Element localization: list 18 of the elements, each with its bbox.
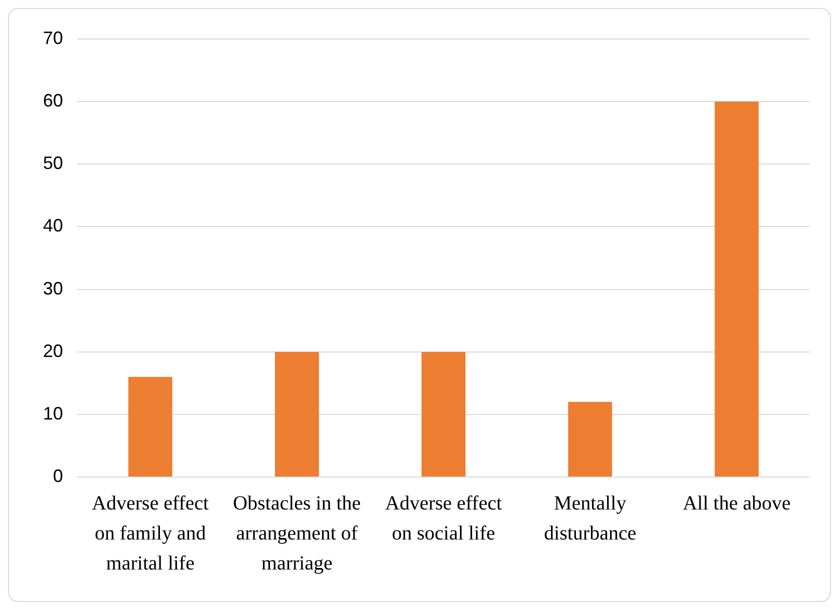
y-tick-label: 60 [42, 90, 64, 111]
y-tick-label: 20 [42, 340, 64, 361]
x-tick-label: Obstacles in the arrangement of marriage [233, 492, 361, 574]
bar [568, 402, 612, 476]
x-tick-label: All the above [682, 492, 791, 514]
bar [128, 376, 172, 476]
bar [274, 352, 319, 476]
y-tick-label: 0 [53, 466, 64, 486]
y-tick-label: 70 [42, 28, 64, 48]
bar [422, 352, 466, 476]
y-tick-label: 40 [42, 216, 64, 236]
y-tick-label: 30 [42, 278, 64, 298]
x-tick-label: Adverse effect on family and marital life [92, 492, 210, 574]
y-tick-label: 50 [42, 153, 64, 174]
bar [714, 102, 759, 476]
x-tick-label: Adverse effect on social life [385, 492, 502, 544]
x-tick-label: Mentally disturbance [544, 492, 636, 544]
y-tick-label: 10 [42, 403, 64, 424]
